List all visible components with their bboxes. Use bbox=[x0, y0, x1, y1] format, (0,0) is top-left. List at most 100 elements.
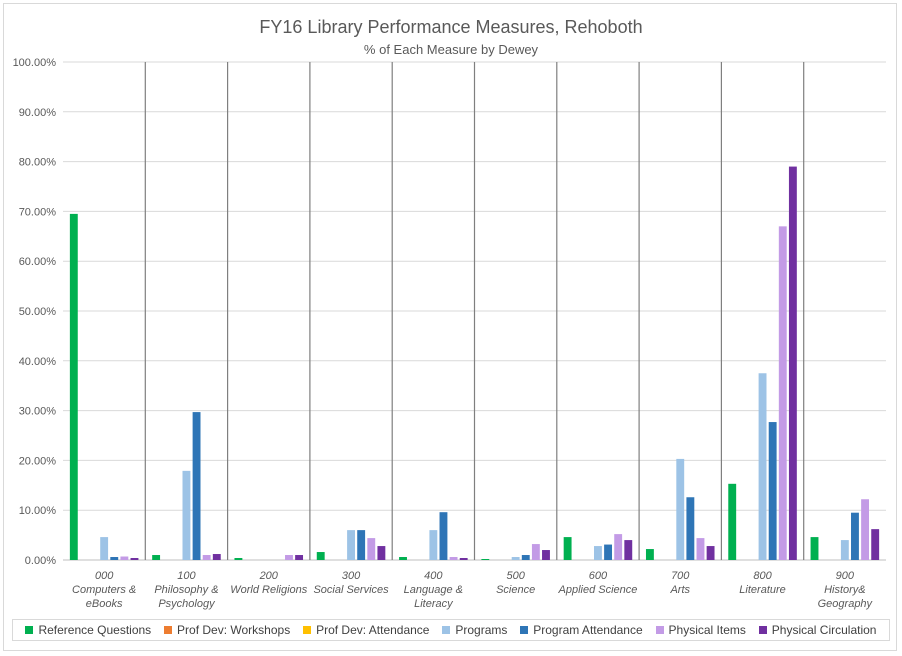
legend-swatch bbox=[520, 626, 529, 634]
bar bbox=[152, 555, 161, 560]
bar bbox=[696, 538, 705, 560]
category-label: 000 bbox=[95, 570, 114, 582]
category-label: Computers & bbox=[72, 584, 136, 596]
category-label: Applied Science bbox=[558, 584, 638, 596]
bar bbox=[192, 412, 201, 560]
legend-item: Program Attendance bbox=[520, 623, 643, 637]
bar bbox=[449, 557, 458, 560]
bar bbox=[295, 555, 304, 560]
y-tick-label: 40.00% bbox=[19, 356, 57, 368]
legend-label: Prof Dev: Attendance bbox=[316, 623, 430, 637]
bar bbox=[120, 556, 129, 560]
category-label: 800 bbox=[753, 570, 772, 582]
legend-item: Physical Circulation bbox=[758, 623, 877, 637]
chart-frame bbox=[3, 3, 897, 651]
bar bbox=[563, 537, 572, 560]
y-tick-label: 0.00% bbox=[25, 555, 56, 567]
bar bbox=[614, 534, 623, 560]
y-tick-label: 20.00% bbox=[19, 455, 57, 467]
bar bbox=[429, 530, 438, 560]
category-label: 900 bbox=[836, 570, 855, 582]
bar bbox=[357, 530, 366, 560]
bar bbox=[758, 373, 767, 560]
bar bbox=[851, 512, 859, 560]
bar bbox=[706, 546, 715, 560]
bar bbox=[459, 558, 468, 560]
bar bbox=[399, 557, 407, 560]
bar bbox=[69, 213, 78, 560]
bar bbox=[182, 470, 191, 560]
y-tick-label: 60.00% bbox=[19, 256, 57, 268]
category-label: World Religions bbox=[230, 584, 308, 596]
plot-area: 0.00% 10.00% 20.00% 30.00% 40.00% 50.00% 60.00… bbox=[13, 57, 886, 610]
bar bbox=[439, 512, 448, 560]
category-label: Psychology bbox=[158, 598, 216, 610]
bar bbox=[778, 226, 787, 560]
legend-label: Physical Circulation bbox=[771, 623, 877, 637]
bar bbox=[645, 549, 654, 560]
chart-title: FY16 Library Performance Measures, Rehob… bbox=[259, 17, 643, 37]
bar bbox=[285, 555, 293, 560]
legend-label: Prof Dev: Workshops bbox=[177, 623, 291, 637]
category-label: Language & bbox=[404, 584, 463, 596]
category-label: Science bbox=[496, 584, 535, 596]
legend-label: Programs bbox=[455, 623, 508, 637]
bar bbox=[347, 530, 355, 560]
legend-item: Reference Questions bbox=[25, 623, 151, 637]
y-tick-label: 90.00% bbox=[19, 107, 57, 119]
legend-swatch bbox=[655, 626, 664, 634]
category-label: Social Services bbox=[313, 584, 389, 596]
category-label: 700 bbox=[671, 570, 690, 582]
y-tick-label: 50.00% bbox=[19, 306, 57, 318]
legend-swatch bbox=[442, 626, 451, 634]
bar bbox=[531, 544, 540, 560]
bar bbox=[202, 555, 211, 560]
category-label: Philosophy & bbox=[154, 584, 218, 596]
category-label: Literature bbox=[739, 584, 785, 596]
category-label: 500 bbox=[506, 570, 525, 582]
chart-subtitle: % of Each Measure by Dewey bbox=[363, 42, 539, 57]
category-label: eBooks bbox=[86, 598, 123, 610]
bar bbox=[604, 544, 613, 560]
category-label: 100 bbox=[177, 570, 196, 582]
bar bbox=[212, 554, 221, 560]
bar bbox=[768, 422, 777, 560]
legend-swatch bbox=[303, 626, 312, 634]
y-tick-label: 70.00% bbox=[19, 206, 57, 218]
legend-item: Prof Dev: Workshops bbox=[164, 623, 290, 637]
bar bbox=[377, 546, 386, 560]
bar bbox=[542, 550, 550, 560]
legend-item: Programs bbox=[442, 623, 507, 637]
bar bbox=[788, 166, 797, 560]
bar bbox=[728, 483, 737, 560]
legend-label: Program Attendance bbox=[533, 623, 643, 637]
bar bbox=[686, 497, 695, 560]
category-label: 400 bbox=[424, 570, 443, 582]
bar bbox=[861, 499, 870, 560]
legend-swatch bbox=[164, 626, 173, 634]
legend-item: Prof Dev: Attendance bbox=[303, 623, 429, 637]
legend: Reference Questions Prof Dev: Workshops Pr… bbox=[12, 619, 890, 641]
bar bbox=[234, 558, 243, 560]
bar bbox=[511, 557, 520, 560]
bar bbox=[840, 540, 849, 560]
bar bbox=[810, 537, 819, 560]
legend-swatch bbox=[25, 626, 34, 634]
y-tick-label: 80.00% bbox=[19, 157, 57, 169]
category-label: Literacy bbox=[414, 598, 454, 610]
bar bbox=[367, 538, 376, 560]
category-label: Geography bbox=[818, 598, 874, 610]
category-label: 300 bbox=[342, 570, 361, 582]
category-label: History& bbox=[824, 584, 866, 596]
bar bbox=[316, 552, 325, 560]
bar bbox=[871, 529, 880, 560]
bar bbox=[130, 558, 139, 560]
y-tick-label: 30.00% bbox=[19, 406, 57, 418]
legend-label: Reference Questions bbox=[38, 623, 152, 637]
legend-swatch bbox=[758, 626, 767, 634]
y-tick-label: 10.00% bbox=[19, 505, 57, 517]
bar bbox=[676, 458, 685, 560]
bar bbox=[521, 555, 530, 560]
category-label: 600 bbox=[589, 570, 608, 582]
bar bbox=[481, 559, 490, 560]
